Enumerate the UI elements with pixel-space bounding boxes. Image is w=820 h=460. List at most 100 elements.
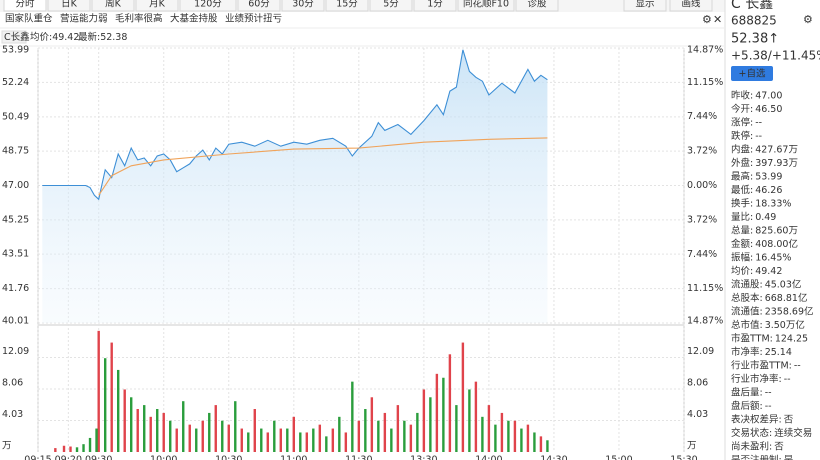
stat-value: 否 <box>784 415 794 426</box>
settings-icon[interactable]: ⚙ <box>803 13 813 26</box>
stat-value: 408.00亿 <box>755 238 798 250</box>
y2-tick-label: 3.72% <box>687 146 717 157</box>
stat-label: 最高: <box>731 171 753 183</box>
tab[interactable] <box>281 0 325 12</box>
y-tick-label: 50.49 <box>2 111 29 122</box>
stat-label: 振幅: <box>731 252 753 264</box>
stat-value: 49.42 <box>755 266 782 277</box>
toolbar-label[interactable]: 画线 <box>681 0 701 10</box>
volume-bar <box>370 397 374 452</box>
x-tick-label: 09:30 <box>85 455 112 460</box>
stat-label: 尚未盈利: <box>731 441 772 453</box>
price-change: +5.38/+11.45% <box>731 49 820 63</box>
stat-value: 3.50万亿 <box>765 319 805 331</box>
tab-label[interactable]: 分时 <box>15 0 35 10</box>
tab-label[interactable]: 15分 <box>336 0 358 10</box>
price-line <box>42 49 548 201</box>
x-tick-label: 11:30 <box>345 455 372 460</box>
watchlist-button-label[interactable]: +自选 <box>739 68 766 80</box>
y-tick-label: 43.51 <box>2 249 29 260</box>
watchlist-button[interactable] <box>731 66 773 81</box>
tab[interactable] <box>3 0 47 12</box>
tab-label[interactable]: 1分 <box>427 0 443 10</box>
volume-bar <box>539 436 543 452</box>
stat-label: 均价: <box>731 265 753 277</box>
stat-value: -- <box>765 388 772 399</box>
volume-bar <box>325 436 328 452</box>
volume-bar <box>422 389 426 452</box>
volume-bar <box>175 428 178 452</box>
stat-value: -- <box>794 361 801 372</box>
y2-tick-label: 0.00% <box>687 180 717 191</box>
stat-value: 0.49 <box>755 212 776 223</box>
volume-bar <box>390 428 393 452</box>
settings-icon[interactable]: ⚙ <box>702 13 712 26</box>
stat-value: -- <box>784 374 791 385</box>
tab[interactable] <box>47 0 91 12</box>
stat-label: 流通股: <box>731 279 763 291</box>
tab[interactable] <box>179 0 237 12</box>
tab-label[interactable]: 30分 <box>292 0 314 10</box>
volume-bar <box>500 412 504 452</box>
volume-bar <box>130 397 133 452</box>
stat-value: 53.99 <box>755 172 782 183</box>
stat-value: 825.60万 <box>755 226 798 237</box>
tab[interactable] <box>369 0 413 12</box>
tab-label[interactable]: 日K <box>61 0 78 10</box>
tag[interactable]: 国家队重仓 <box>5 13 53 25</box>
tag[interactable]: 业绩预计扭亏 <box>225 13 282 25</box>
stat-value: 连续交易 <box>774 427 812 439</box>
volume-tick-label: 万 <box>2 441 12 452</box>
close-icon[interactable]: ✕ <box>713 13 722 26</box>
tag[interactable]: 大基金持股 <box>170 13 218 25</box>
tab[interactable] <box>413 0 457 12</box>
toolbar-label[interactable]: 显示 <box>635 0 654 10</box>
volume-bar <box>312 428 315 452</box>
tab[interactable] <box>515 0 559 12</box>
volume-bar <box>240 428 243 452</box>
volume-bar <box>279 428 282 452</box>
stock-name: C 长鑫 <box>731 0 773 12</box>
tab[interactable] <box>325 0 369 12</box>
tab-label[interactable]: 周K <box>105 0 122 10</box>
y-tick-label: 40.01 <box>2 316 29 327</box>
volume-tick-label: 万 <box>687 441 697 452</box>
stat-label: 总量: <box>731 225 753 237</box>
volume-bar <box>117 369 120 452</box>
volume-bar <box>234 401 237 452</box>
stat-label: 量比: <box>731 211 753 223</box>
stat-label: 外盘: <box>731 157 753 169</box>
tab-label[interactable]: 同花顺F10 <box>463 0 509 10</box>
stat-label: 昨收: <box>731 90 753 102</box>
tab[interactable] <box>237 0 281 12</box>
y2-tick-label: 3.72% <box>687 214 717 225</box>
tab-label[interactable]: 月K <box>149 0 166 10</box>
tag[interactable]: 营运能力弱 <box>60 13 108 25</box>
toolbar-button[interactable] <box>623 0 667 12</box>
y2-tick-label: 14.87% <box>687 316 723 327</box>
stat-label: 市盈TTM: <box>731 333 773 345</box>
tab-label[interactable]: 120分 <box>194 0 222 10</box>
tab[interactable] <box>91 0 135 12</box>
stat-label: 表决权差异: <box>731 414 782 426</box>
stat-label: 盘后额: <box>731 400 763 412</box>
volume-bar <box>546 440 549 452</box>
volume-bar <box>513 420 517 452</box>
tag[interactable]: 毛利率很高 <box>115 13 163 25</box>
stat-label: 流通值: <box>731 306 763 318</box>
tab[interactable] <box>135 0 179 12</box>
stat-label: 是否注册制: <box>731 454 782 460</box>
tab[interactable] <box>457 0 515 12</box>
stat-value: -- <box>755 131 762 142</box>
tab-label[interactable]: 5分 <box>383 0 399 10</box>
tab-label[interactable]: 诊股 <box>527 0 547 10</box>
toolbar-button[interactable] <box>669 0 713 12</box>
volume-bar <box>143 405 146 452</box>
stat-label: 行业市盈TTM: <box>731 360 792 372</box>
stat-label: 市净率: <box>731 346 763 358</box>
volume-tick-label: 4.03 <box>2 409 23 420</box>
tab-label[interactable]: 60分 <box>248 0 270 10</box>
stat-value: 否 <box>774 442 784 453</box>
y-tick-label: 47.00 <box>2 180 29 191</box>
